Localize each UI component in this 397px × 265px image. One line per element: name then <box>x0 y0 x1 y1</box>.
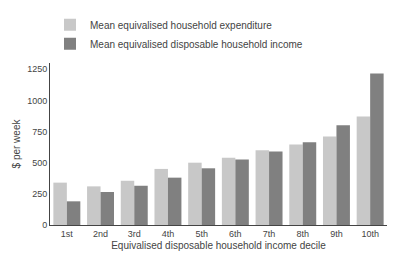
svg-text:5th: 5th <box>195 229 208 239</box>
svg-text:0: 0 <box>42 220 47 230</box>
svg-text:Mean equivalised household exp: Mean equivalised household expenditure <box>90 20 272 31</box>
svg-text:3rd: 3rd <box>128 229 141 239</box>
svg-text:1st: 1st <box>61 229 74 239</box>
svg-text:2nd: 2nd <box>93 229 108 239</box>
svg-text:$ per week: $ per week <box>11 119 22 169</box>
svg-text:1250: 1250 <box>27 64 47 74</box>
svg-text:Mean equivalised disposable ho: Mean equivalised disposable household in… <box>90 39 303 50</box>
svg-text:8th: 8th <box>296 229 309 239</box>
svg-text:500: 500 <box>32 158 47 168</box>
svg-text:Equivalised disposable househo: Equivalised disposable household income … <box>111 240 326 251</box>
svg-text:6th: 6th <box>229 229 242 239</box>
svg-text:750: 750 <box>32 127 47 137</box>
svg-text:1000: 1000 <box>27 96 47 106</box>
svg-text:250: 250 <box>32 189 47 199</box>
svg-text:10th: 10th <box>361 229 379 239</box>
svg-text:7th: 7th <box>263 229 276 239</box>
svg-text:9th: 9th <box>330 229 343 239</box>
svg-text:4th: 4th <box>162 229 175 239</box>
